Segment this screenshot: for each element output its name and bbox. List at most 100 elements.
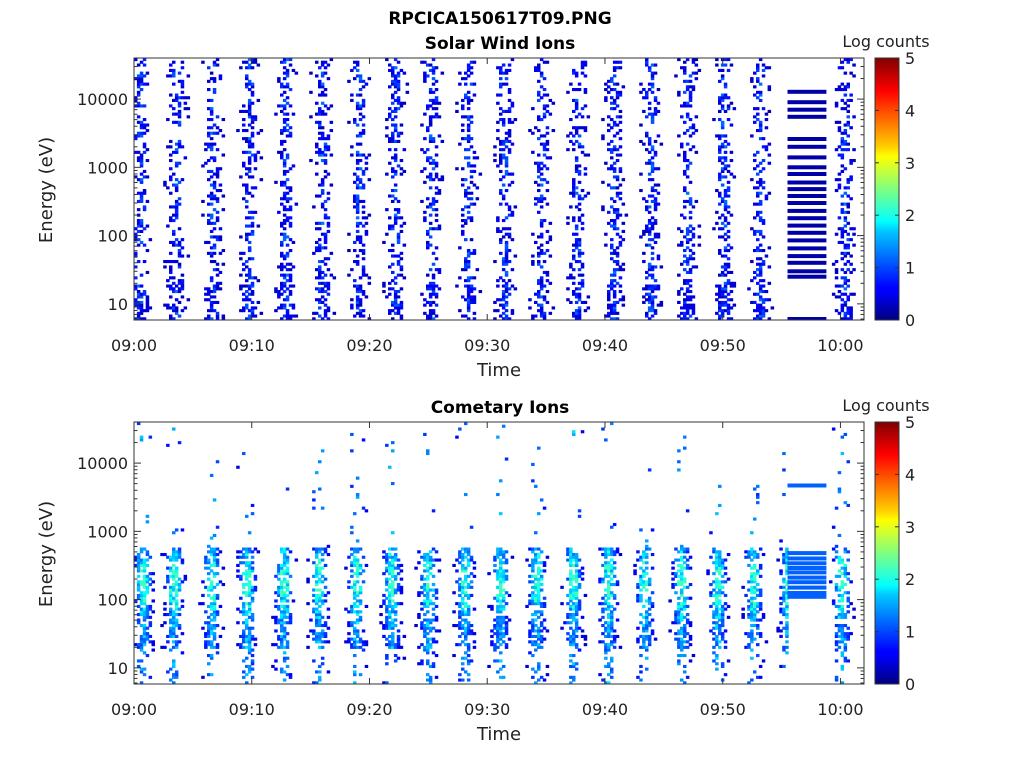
heatmap-cell [166,224,170,228]
heatmap-cell [280,221,284,225]
heatmap-cell [615,208,620,212]
heatmap-cell [204,240,208,244]
heatmap-cell [569,82,573,86]
heatmap-cell [426,593,430,597]
heatmap-cell [753,292,757,296]
heatmap-cell [326,306,331,310]
heatmap-cell [767,109,772,113]
heatmap-cell [469,191,474,195]
heatmap-cell [537,210,541,214]
heatmap-cell [364,167,369,171]
heatmap-cell [353,572,357,576]
heatmap-cell [391,309,395,313]
heatmap-cell [280,634,284,638]
heatmap-cell [426,159,430,163]
heatmap-cell [239,309,243,313]
heatmap-cell [653,197,658,201]
heatmap-cell [204,298,208,302]
heatmap-cell [685,227,690,231]
heatmap-cell [186,254,191,258]
heatmap-cell [431,227,436,231]
heatmap-cell [528,632,532,636]
heatmap-cell [250,216,255,220]
heatmap-cell [475,186,480,190]
heatmap-cell [715,189,719,193]
heatmap-cell [282,599,287,603]
heatmap-cell [177,112,182,116]
heatmap-cell [285,645,290,649]
heatmap-cell [280,591,284,595]
heatmap-cell [180,85,185,89]
heatmap-cell [285,129,290,133]
heatmap-cell [288,303,293,307]
heatmap-cell [169,145,173,149]
heatmap-cell [726,221,731,225]
heatmap-cell [177,71,182,75]
heatmap-cell [207,561,211,565]
heatmap-cell [209,77,214,81]
heatmap-cell [843,314,848,318]
y-tick-label: 1000 [87,158,128,177]
heatmap-cell [428,643,433,647]
heatmap-cell [393,169,398,173]
heatmap-cell [215,262,220,266]
heatmap-cell [437,189,442,193]
heatmap-cell [174,186,179,190]
heatmap-cell [653,309,658,313]
heatmap-cell [437,134,442,138]
heatmap-cell [464,422,468,426]
heatmap-cell [431,58,436,62]
heatmap-cell [683,298,687,302]
heatmap-cell [358,134,363,138]
heatmap-cell [323,593,328,597]
heatmap-cell [393,216,398,220]
heatmap-cell [428,309,433,313]
heatmap-cell [542,295,547,299]
heatmap-cell [574,169,579,173]
heatmap-cell [510,311,515,315]
heatmap-cell [569,139,573,143]
heatmap-cell [583,172,588,176]
heatmap-cell [431,273,436,277]
heatmap-cell [136,596,141,600]
heatmap-cell [288,126,293,130]
heatmap-cell [323,563,328,567]
heatmap-cell [683,156,687,160]
constant-energy-line [787,89,827,94]
heatmap-cell [282,547,287,551]
heatmap-cell [423,79,427,83]
heatmap-cell [466,659,471,663]
heatmap-cell [242,629,246,633]
heatmap-cell [288,249,293,253]
heatmap-cell [545,279,550,283]
heatmap-cell [534,197,538,201]
heatmap-cell [242,585,246,589]
heatmap-cell [142,175,147,179]
heatmap-cell [212,284,217,288]
heatmap-cell [402,169,407,173]
heatmap-cell [440,175,445,179]
heatmap-cell [537,254,541,258]
heatmap-cell [385,681,389,684]
x-tick-label: 09:50 [700,336,746,355]
heatmap-cell [253,210,258,214]
heatmap-cell [245,626,249,630]
heatmap-cell [391,572,395,576]
heatmap-cell [277,150,281,154]
heatmap-cell [353,260,357,264]
heatmap-cell [353,673,357,677]
heatmap-cell [145,298,150,302]
heatmap-cell [650,300,655,304]
heatmap-cell [148,577,153,581]
heatmap-cell [285,85,290,89]
heatmap-cell [537,512,541,516]
heatmap-cell [215,115,220,119]
heatmap-cell [396,131,401,135]
heatmap-cell [361,79,366,83]
heatmap-cell [534,585,538,589]
heatmap-cell [221,118,226,122]
heatmap-cell [843,224,848,228]
heatmap-cell [247,651,252,655]
heatmap-cell [139,303,144,307]
heatmap-cell [434,107,439,111]
